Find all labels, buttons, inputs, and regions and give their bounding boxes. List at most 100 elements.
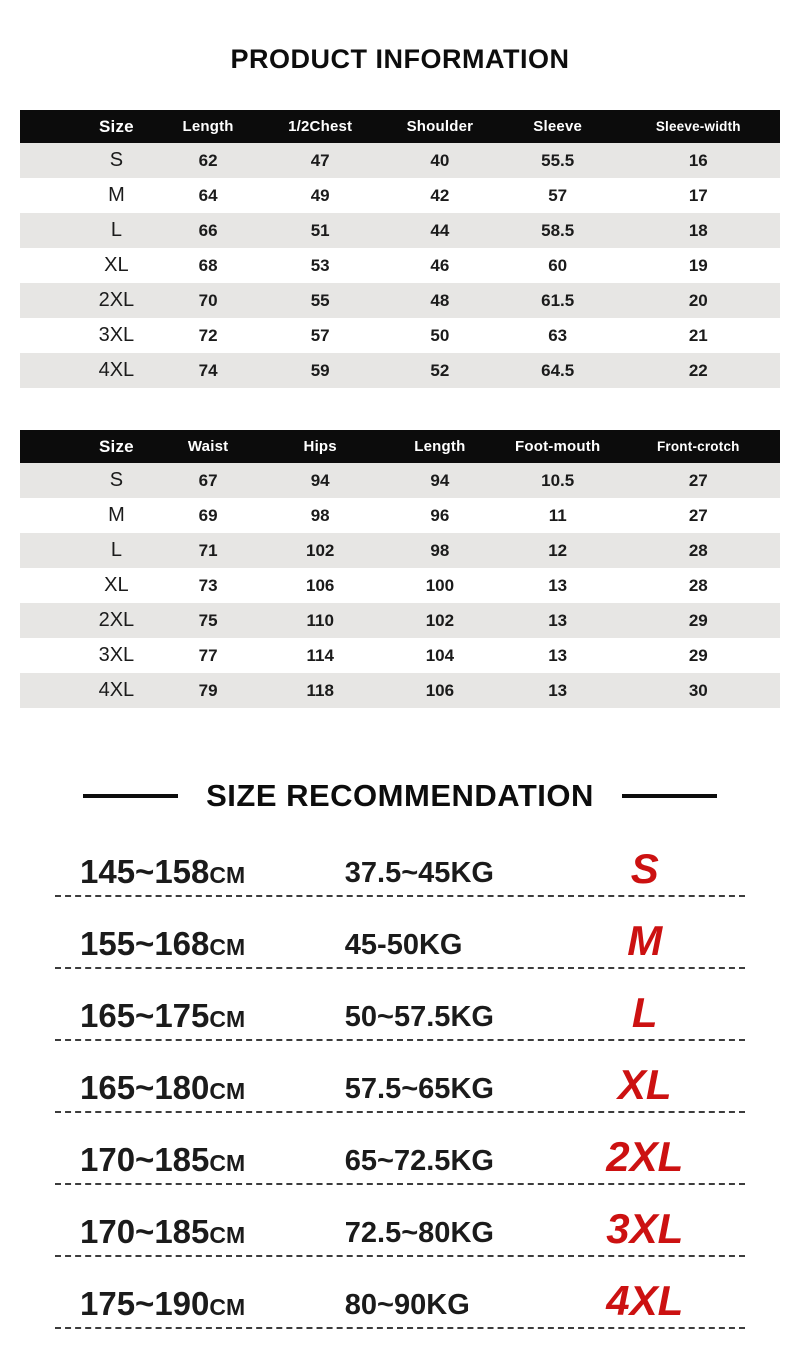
size-cell: M [108, 184, 125, 206]
column-header-length: Length [380, 430, 499, 463]
size-cell: L [110, 539, 122, 561]
size-cell: XL [104, 254, 129, 276]
height-unit: CM [209, 862, 246, 888]
value-cell: 13 [548, 645, 568, 665]
header-row: Size Length 1/2Chest Shoulder Sleeve Sle… [20, 110, 780, 143]
value-cell: 53 [310, 255, 330, 275]
size-recommendation-title: SIZE RECOMMENDATION [206, 778, 594, 813]
column-header-half-chest: 1/2Chest [259, 110, 381, 143]
height-range: 170~185CM [55, 1143, 345, 1176]
value-cell: 98 [310, 505, 330, 525]
value-cell: 58.5 [541, 220, 575, 240]
height-value: 165~175 [80, 997, 210, 1034]
size-recommendation-row: 165~175CM 50~57.5KG L [55, 969, 745, 1041]
garment-top-size-table: Size Length 1/2Chest Shoulder Sleeve Sle… [20, 110, 780, 388]
size-cell: 4XL [98, 679, 135, 701]
size-recommendation-list: 145~158CM 37.5~45KG S 155~168CM 45-50KG … [55, 825, 745, 1329]
value-cell: 17 [688, 185, 708, 205]
value-cell: 46 [430, 255, 450, 275]
height-range: 165~175CM [55, 999, 345, 1032]
weight-range: 45-50KG [345, 931, 573, 960]
value-cell: 102 [306, 540, 335, 560]
height-unit: CM [209, 1294, 246, 1320]
size-cell: S [109, 149, 124, 171]
value-cell: 28 [688, 575, 708, 595]
value-cell: 75 [198, 610, 218, 630]
value-cell: 22 [688, 360, 708, 380]
garment-bottom-size-table: Size Waist Hips Length Foot-mouth Front-… [20, 430, 780, 708]
height-range: 145~158CM [55, 855, 345, 888]
size-recommendation-row: 145~158CM 37.5~45KG S [55, 825, 745, 897]
recommended-size: 3XL [572, 1205, 745, 1252]
value-cell: 30 [688, 680, 708, 700]
table-row: L 71 102 98 12 28 [20, 533, 780, 568]
recommended-size: XL [572, 1064, 745, 1106]
height-unit: CM [209, 1006, 246, 1032]
weight-unit: KG [426, 1289, 470, 1321]
weight-range: 57.5~65KG [345, 1075, 573, 1104]
value-cell: 12 [548, 540, 568, 560]
size-cell: 4XL [98, 359, 135, 381]
height-unit: CM [209, 1222, 246, 1248]
value-cell: 70 [198, 290, 218, 310]
height-value: 175~190 [80, 1285, 210, 1322]
value-cell: 28 [688, 540, 708, 560]
value-cell: 63 [548, 325, 568, 345]
size-label: 3XL [606, 1205, 684, 1252]
recommended-size: M [572, 917, 745, 964]
table-row: 3XL 77 114 104 13 29 [20, 638, 780, 673]
value-cell: 47 [310, 150, 330, 170]
value-cell: 74 [198, 360, 218, 380]
value-cell: 104 [425, 645, 455, 665]
table-row: L 66 51 44 58.5 18 [20, 213, 780, 248]
value-cell: 66 [198, 220, 218, 240]
value-cell: 62 [198, 150, 218, 170]
size-label: M [627, 917, 663, 964]
weight-unit: KG [418, 929, 463, 961]
recommended-size: S [572, 848, 745, 890]
size-cell: XL [104, 574, 129, 596]
table-row: 4XL 74 59 52 64.5 22 [20, 353, 780, 388]
table-row: S 62 47 40 55.5 16 [20, 143, 780, 178]
column-header-size: Size [20, 430, 157, 463]
weight-range: 50~57.5KG [345, 1003, 573, 1032]
size-label: L [631, 989, 658, 1036]
table-row: 2XL 70 55 48 61.5 20 [20, 283, 780, 318]
weight-value: 80~90 [344, 1289, 427, 1321]
page-title: PRODUCT INFORMATION [230, 44, 570, 74]
value-cell: 64 [198, 185, 218, 205]
value-cell: 40 [430, 150, 450, 170]
value-cell: 106 [306, 575, 335, 595]
height-unit: CM [209, 1150, 246, 1176]
weight-range: 80~90KG [345, 1291, 573, 1320]
size-recommendation-row: 165~180CM 57.5~65KG XL [55, 1041, 745, 1113]
size-cell: 2XL [98, 609, 135, 631]
value-cell: 13 [548, 575, 568, 595]
value-cell: 55.5 [541, 150, 575, 170]
height-range: 170~185CM [55, 1215, 345, 1248]
decorative-line-right [621, 794, 717, 798]
column-header-sleeve-width: Sleeve-width [616, 110, 780, 143]
value-cell: 60 [548, 255, 568, 275]
value-cell: 71 [198, 540, 218, 560]
value-cell: 96 [430, 505, 450, 525]
value-cell: 21 [688, 325, 708, 345]
weight-unit: KG [450, 1217, 494, 1249]
value-cell: 57 [548, 185, 568, 205]
value-cell: 106 [425, 680, 455, 700]
value-cell: 61.5 [541, 290, 575, 310]
weight-range: 37.5~45KG [345, 859, 573, 888]
size-recommendation-row: 175~190CM 80~90KG 4XL [55, 1257, 745, 1329]
column-header-length: Length [156, 110, 260, 143]
value-cell: 52 [430, 360, 450, 380]
value-cell: 69 [198, 505, 218, 525]
weight-value: 37.5~45 [344, 857, 451, 889]
height-value: 145~158 [80, 853, 210, 890]
height-unit: CM [209, 934, 246, 960]
weight-value: 57.5~65 [344, 1073, 451, 1105]
value-cell: 55 [310, 290, 330, 310]
column-header-hips: Hips [259, 430, 381, 463]
decorative-line-left [83, 794, 179, 798]
size-cell: 2XL [98, 289, 135, 311]
weight-value: 65~72.5 [344, 1145, 451, 1177]
